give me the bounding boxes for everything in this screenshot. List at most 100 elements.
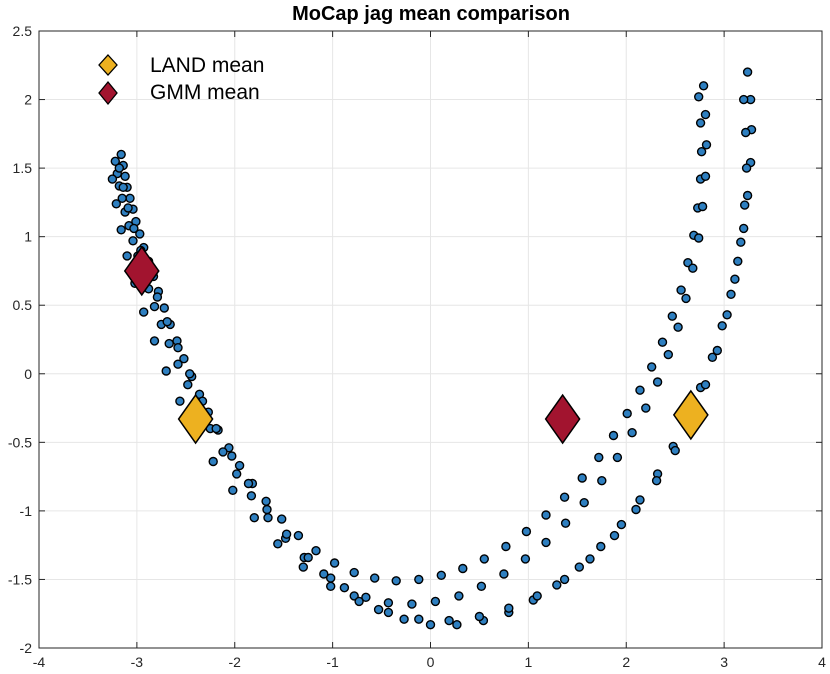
data-point <box>622 408 632 419</box>
data-point <box>652 377 663 387</box>
data-point <box>129 223 139 234</box>
data-point <box>707 352 718 362</box>
axis-ticks <box>38 30 823 649</box>
data-point <box>123 203 133 213</box>
data-point <box>326 581 336 591</box>
data-point <box>319 569 329 579</box>
data-point <box>414 574 424 585</box>
legend-gmm-mean-marker <box>98 80 118 106</box>
data-point <box>122 251 132 261</box>
data-point <box>579 498 589 508</box>
data-point <box>211 423 221 434</box>
data-point <box>273 539 283 549</box>
data-point <box>361 592 371 602</box>
data-point <box>694 233 704 243</box>
data-point <box>407 599 417 609</box>
x-tick-label: 3 <box>720 654 728 670</box>
data-point <box>111 199 122 209</box>
data-point <box>110 156 121 167</box>
x-axis-tick-labels: -4 -3 -2 -1 0 1 2 3 4 <box>33 654 826 670</box>
data-point <box>577 473 587 483</box>
x-tick-label: -3 <box>131 654 144 670</box>
data-point <box>594 452 604 463</box>
data-point <box>663 349 673 360</box>
x-tick-label: -4 <box>33 654 46 670</box>
x-tick-label: -1 <box>326 654 339 670</box>
data-point <box>414 614 424 624</box>
data-point <box>184 369 195 379</box>
data-point <box>383 598 394 608</box>
y-tick-label: 1.5 <box>13 160 33 176</box>
data-point <box>552 580 562 590</box>
y-axis-tick-labels: -2 -1.5 -1 -0.5 0 0.5 1 1.5 2 2.5 <box>8 23 32 656</box>
data-point <box>149 336 160 346</box>
data-point <box>681 293 691 304</box>
y-tick-label: 0 <box>24 366 32 382</box>
data-point <box>560 518 571 528</box>
y-tick-label: 0.5 <box>13 297 33 313</box>
data-point <box>281 529 292 539</box>
data-point <box>383 607 394 618</box>
data-point <box>218 447 228 457</box>
x-tick-label: 2 <box>622 654 630 670</box>
data-point <box>208 456 218 467</box>
data-point <box>117 193 127 204</box>
data-point <box>173 343 183 353</box>
data-point <box>354 596 364 607</box>
data-point <box>631 504 641 515</box>
data-point <box>227 451 237 461</box>
data-point <box>627 428 637 438</box>
grid-lines <box>38 30 823 649</box>
legend-gmm-mean-label: GMM mean <box>150 81 260 104</box>
x-tick-label: -2 <box>229 654 242 670</box>
legend-land-mean-marker <box>98 54 118 76</box>
data-point <box>234 460 245 471</box>
data-point <box>700 109 711 120</box>
data-point <box>696 146 707 157</box>
data-point <box>730 274 740 284</box>
data-point <box>657 337 668 347</box>
data-point <box>741 163 752 173</box>
y-tick-label: 2 <box>24 92 32 108</box>
data-point <box>609 530 620 541</box>
data-point <box>559 574 570 585</box>
data-point <box>173 359 183 369</box>
data-point <box>641 403 651 413</box>
data-point <box>541 537 551 548</box>
data-point <box>175 396 185 406</box>
data-point <box>521 526 532 537</box>
y-tick-label: -2 <box>20 640 33 656</box>
x-tick-label: 4 <box>818 654 826 670</box>
data-point <box>179 354 189 364</box>
data-point <box>742 67 753 77</box>
data-point <box>700 171 711 182</box>
data-point <box>676 285 686 295</box>
data-point <box>183 380 193 390</box>
data-point <box>116 225 126 235</box>
legend: LAND mean GMM mean <box>98 54 264 106</box>
data-point <box>501 541 511 552</box>
data-point <box>228 485 238 495</box>
data-point <box>532 591 542 601</box>
data-point <box>430 596 441 607</box>
data-point <box>608 430 619 441</box>
data-point <box>444 615 454 626</box>
data-point <box>741 127 751 138</box>
legend-land-mean-label: LAND mean <box>150 54 264 77</box>
data-point <box>474 611 485 622</box>
data-point <box>263 513 273 523</box>
data-point <box>504 603 514 613</box>
data-point <box>436 570 446 580</box>
data-point <box>740 200 750 210</box>
data-point <box>120 171 130 182</box>
data-point <box>391 576 401 586</box>
data-point <box>458 563 468 574</box>
data-point <box>476 581 487 591</box>
x-tick-label: 1 <box>524 654 532 670</box>
data-point <box>541 510 551 520</box>
data-point <box>742 190 753 201</box>
data-point <box>159 303 170 313</box>
data-point <box>339 583 350 593</box>
